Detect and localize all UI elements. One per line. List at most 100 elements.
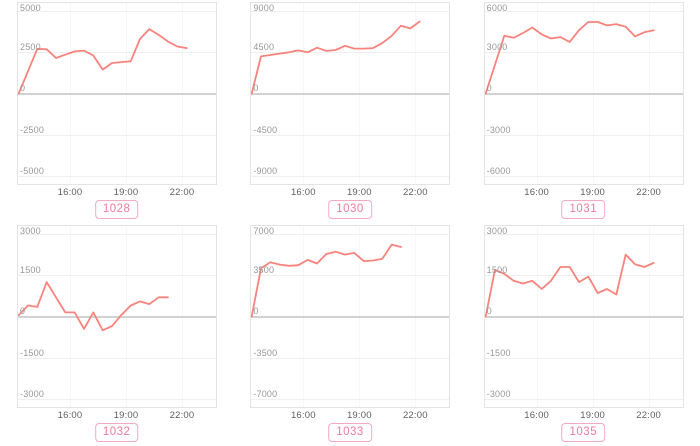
x-axis-tick-label: 22:00 bbox=[636, 410, 662, 421]
chart-id-badge[interactable]: 1033 bbox=[328, 423, 372, 442]
y-gridline bbox=[251, 134, 450, 136]
y-axis-tick-label: 4500 bbox=[253, 42, 275, 52]
y-axis-tick-label: 3500 bbox=[253, 265, 275, 275]
y-axis-tick-label: 3000 bbox=[486, 42, 508, 52]
chart-cell: 6000 3000 0 -3000 -6000 16:00 19:00 22:0… bbox=[467, 0, 700, 223]
y-gridline bbox=[18, 275, 216, 276]
y-axis-tick-label: 0 bbox=[253, 306, 259, 316]
y-gridline bbox=[18, 134, 216, 136]
y-axis-tick-label: 2500 bbox=[20, 42, 41, 52]
y-axis-tick-label: 3000 bbox=[486, 226, 508, 236]
x-axis-tick-label: 16:00 bbox=[290, 187, 316, 198]
series-line bbox=[251, 20, 421, 95]
y-gridline bbox=[251, 11, 450, 12]
y-gridline bbox=[484, 11, 683, 12]
y-axis-tick-label: -2500 bbox=[20, 125, 45, 135]
chart-id-badge[interactable]: 1032 bbox=[94, 423, 139, 442]
zero-gridline bbox=[484, 315, 683, 318]
x-axis-tick-label: 22:00 bbox=[169, 410, 195, 421]
y-gridline bbox=[251, 357, 450, 359]
y-gridline bbox=[484, 234, 683, 235]
chart-cell: 5000 2500 0 -2500 -5000 16:00 19:00 22:0… bbox=[0, 0, 233, 223]
y-axis-tick-label: 0 bbox=[20, 306, 26, 316]
y-axis-tick-label: -3500 bbox=[253, 348, 278, 358]
chart-id-badge[interactable]: 1031 bbox=[561, 200, 606, 219]
y-gridline bbox=[484, 134, 683, 136]
series-line bbox=[484, 253, 655, 318]
y-axis-tick-label: 9000 bbox=[253, 3, 275, 13]
y-axis-tick-label: -4500 bbox=[253, 125, 278, 135]
y-gridline bbox=[251, 234, 450, 235]
y-gridline bbox=[18, 398, 216, 400]
chart-cell: 9000 4500 0 -4500 -9000 16:00 19:00 22:0… bbox=[233, 0, 466, 223]
y-gridline bbox=[251, 52, 450, 53]
y-axis-tick-label: 1500 bbox=[20, 265, 41, 275]
chart-id-badge[interactable]: 1028 bbox=[94, 200, 139, 219]
series-line bbox=[251, 243, 403, 318]
chart-id-badge[interactable]: 1035 bbox=[561, 423, 606, 442]
y-axis-tick-label: 0 bbox=[253, 83, 259, 93]
y-gridline bbox=[18, 52, 216, 53]
y-gridline bbox=[251, 398, 450, 400]
y-axis-tick-label: -3000 bbox=[486, 125, 511, 135]
y-axis-tick-label: 6000 bbox=[486, 3, 508, 13]
y-gridline bbox=[484, 357, 683, 359]
series-line bbox=[17, 281, 169, 332]
y-axis-tick-label: -6000 bbox=[486, 166, 511, 176]
zero-gridline bbox=[18, 315, 216, 318]
y-gridline bbox=[484, 175, 683, 177]
x-axis-tick-label: 19:00 bbox=[113, 410, 139, 421]
y-axis-tick-label: 0 bbox=[486, 83, 492, 93]
y-gridline bbox=[18, 175, 216, 177]
x-axis-tick-label: 19:00 bbox=[580, 187, 606, 198]
y-gridline bbox=[18, 11, 216, 12]
x-axis-tick-label: 19:00 bbox=[580, 410, 606, 421]
x-axis-tick-label: 16:00 bbox=[57, 187, 83, 198]
x-axis-tick-label: 19:00 bbox=[346, 410, 372, 421]
chart-plot-area: 7000 3500 0 -3500 -7000 bbox=[250, 225, 451, 408]
y-gridline bbox=[251, 175, 450, 177]
y-axis-tick-label: 1500 bbox=[486, 265, 508, 275]
zero-gridline bbox=[18, 92, 216, 95]
y-axis-tick-label: -9000 bbox=[253, 166, 278, 176]
y-axis-tick-label: -5000 bbox=[20, 166, 45, 176]
chart-id-badge[interactable]: 1030 bbox=[328, 200, 372, 219]
y-axis-tick-label: -3000 bbox=[486, 389, 511, 399]
x-axis-tick-label: 16:00 bbox=[57, 410, 83, 421]
y-axis-tick-label: -3000 bbox=[20, 389, 45, 399]
x-axis-tick-label: 22:00 bbox=[402, 410, 428, 421]
x-axis-tick-label: 22:00 bbox=[402, 187, 428, 198]
y-axis-tick-label: 0 bbox=[486, 306, 492, 316]
y-gridline bbox=[18, 357, 216, 359]
zero-gridline bbox=[251, 315, 450, 318]
chart-plot-area: 9000 4500 0 -4500 -9000 bbox=[250, 2, 451, 185]
y-axis-tick-label: -1500 bbox=[20, 348, 45, 358]
zero-gridline bbox=[484, 92, 683, 95]
y-axis-tick-label: 5000 bbox=[20, 3, 41, 13]
y-axis-tick-label: 3000 bbox=[20, 226, 41, 236]
y-axis-tick-label: 7000 bbox=[253, 226, 275, 236]
y-axis-tick-label: -7000 bbox=[253, 389, 278, 399]
series-line bbox=[484, 21, 655, 95]
chart-cell: 3000 1500 0 -1500 -3000 16:00 19:00 22:0… bbox=[0, 223, 233, 446]
chart-cell: 7000 3500 0 -3500 -7000 16:00 19:00 22:0… bbox=[233, 223, 466, 446]
y-axis-tick-label: 0 bbox=[20, 83, 26, 93]
y-gridline bbox=[251, 275, 450, 276]
zero-gridline bbox=[251, 92, 450, 95]
y-gridline bbox=[484, 52, 683, 53]
chart-plot-area: 6000 3000 0 -3000 -6000 bbox=[483, 2, 684, 185]
x-axis-tick-label: 19:00 bbox=[346, 187, 372, 198]
chart-cell: 3000 1500 0 -1500 -3000 16:00 19:00 22:0… bbox=[467, 223, 700, 446]
chart-plot-area: 3000 1500 0 -1500 -3000 bbox=[483, 225, 684, 408]
y-gridline bbox=[484, 275, 683, 276]
chart-plot-area: 5000 2500 0 -2500 -5000 bbox=[17, 2, 217, 185]
x-axis-tick-label: 16:00 bbox=[524, 187, 550, 198]
series-line bbox=[17, 28, 188, 95]
y-gridline bbox=[484, 398, 683, 400]
x-axis-tick-label: 22:00 bbox=[636, 187, 662, 198]
x-axis-tick-label: 22:00 bbox=[169, 187, 195, 198]
x-axis-tick-label: 16:00 bbox=[290, 410, 316, 421]
x-axis-tick-label: 16:00 bbox=[524, 410, 550, 421]
chart-plot-area: 3000 1500 0 -1500 -3000 bbox=[17, 225, 217, 408]
